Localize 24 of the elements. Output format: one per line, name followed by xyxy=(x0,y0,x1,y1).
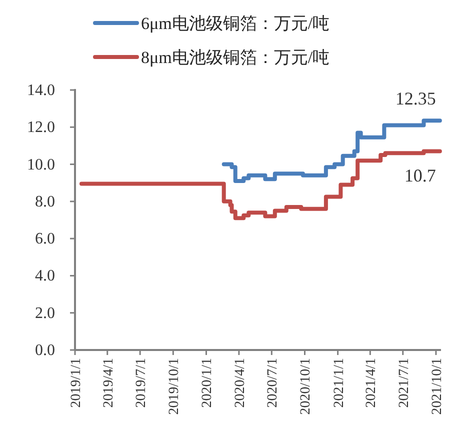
x-tick-label: 2021/7/1 xyxy=(396,358,412,408)
y-tick-label: 2.0 xyxy=(35,304,55,322)
x-tick-label: 2021/1/1 xyxy=(332,358,347,408)
x-tick-label: 2020/7/1 xyxy=(266,358,281,408)
y-tick-label: 6.0 xyxy=(35,230,55,248)
legend-label: 8μm电池级铜箔：万元/吨 xyxy=(141,48,330,67)
y-tick-label: 10.0 xyxy=(27,156,55,174)
x-tick-label: 2021/4/1 xyxy=(364,358,380,408)
y-tick-label: 12.0 xyxy=(27,119,55,136)
annotation: 12.35 xyxy=(395,88,436,109)
x-tick-label: 2019/10/1 xyxy=(167,358,182,415)
x-tick-label: 2019/7/1 xyxy=(134,358,150,408)
x-tick-label: 2020/10/1 xyxy=(298,358,314,415)
x-tick-label: 2020/4/1 xyxy=(232,358,248,408)
y-tick-label: 4.0 xyxy=(35,268,55,285)
x-tick-label: 2020/1/1 xyxy=(200,358,216,408)
y-tick-label: 0.0 xyxy=(35,342,55,359)
legend-label: 6μm电池级铜箔：万元/吨 xyxy=(141,14,330,33)
x-tick-label: 2019/1/1 xyxy=(69,358,84,408)
y-tick-label: 8.0 xyxy=(35,193,55,210)
annotation: 10.7 xyxy=(404,165,436,186)
x-tick-label: 2021/10/1 xyxy=(430,358,445,415)
x-tick-label: 2019/4/1 xyxy=(101,358,116,408)
y-tick-label: 14.0 xyxy=(27,82,55,99)
